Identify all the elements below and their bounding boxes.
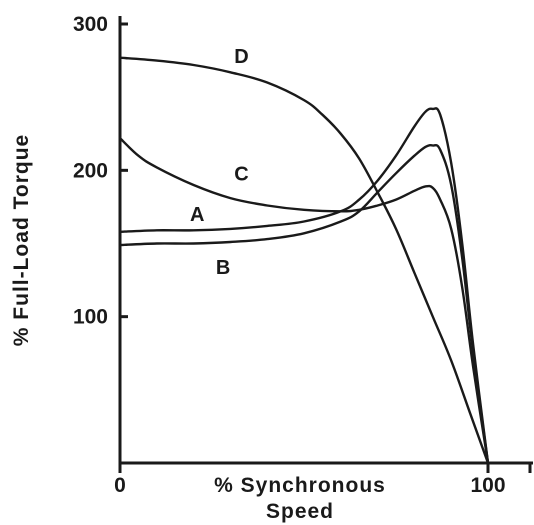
curve-b bbox=[119, 143, 490, 464]
y-axis-label: % Full-Load Torque bbox=[10, 134, 33, 346]
x-tick-label-100: 100 bbox=[470, 474, 505, 497]
curve-label-a: A bbox=[190, 204, 204, 226]
curve-label-b: B bbox=[216, 257, 230, 279]
y-tick-label-200: 200 bbox=[73, 159, 108, 182]
curve-labels: D C A B bbox=[190, 46, 249, 279]
x-axis-label-line2: Speed bbox=[266, 500, 334, 523]
x-axis-label-line1: % Synchronous bbox=[214, 474, 386, 497]
ticks bbox=[118, 22, 532, 473]
curve-c bbox=[119, 137, 490, 464]
y-tick-label-100: 100 bbox=[73, 306, 108, 329]
x-tick-label-0: 0 bbox=[114, 474, 126, 497]
curve-a bbox=[119, 107, 490, 464]
axes bbox=[118, 16, 533, 465]
curves bbox=[119, 56, 490, 464]
axis-labels: % Synchronous Speed % Full-Load Torque bbox=[10, 134, 386, 523]
y-tick-label-300: 300 bbox=[73, 13, 108, 36]
curve-label-c: C bbox=[234, 163, 248, 185]
tick-labels: 100 200 300 0 100 bbox=[73, 13, 506, 497]
curve-label-d: D bbox=[234, 46, 248, 68]
curve-d bbox=[119, 56, 490, 464]
